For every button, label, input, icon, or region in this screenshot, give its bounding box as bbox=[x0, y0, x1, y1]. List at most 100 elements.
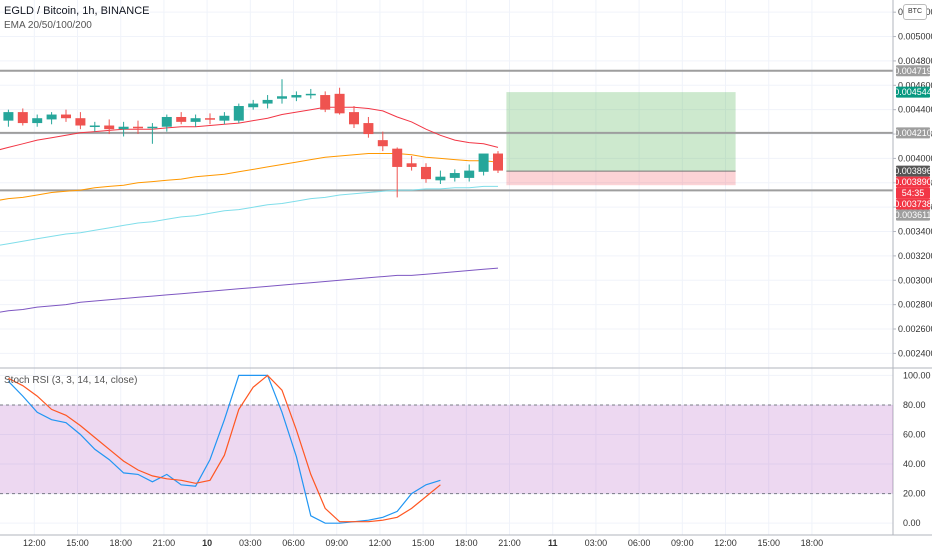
time-tick-label: 12:00 bbox=[369, 538, 392, 548]
ema-line-2[interactable] bbox=[0, 185, 498, 246]
price-tag-label: 0.003890 bbox=[894, 177, 932, 187]
time-tick-label: 15:00 bbox=[66, 538, 89, 548]
candle[interactable] bbox=[435, 176, 446, 181]
price-tag[interactable] bbox=[896, 86, 930, 98]
osc-tick-label: 80.00 bbox=[903, 400, 926, 410]
candle[interactable] bbox=[493, 153, 503, 171]
profit-zone[interactable] bbox=[506, 92, 736, 172]
candle[interactable] bbox=[32, 118, 43, 124]
ema-line-3[interactable] bbox=[0, 267, 499, 313]
candle[interactable] bbox=[104, 125, 115, 130]
candle[interactable] bbox=[161, 116, 172, 127]
stoch-line-0[interactable] bbox=[7, 374, 441, 524]
osc-tick-label: 40.00 bbox=[903, 459, 926, 469]
ema-indicator-label[interactable]: EMA 20/50/100/200 bbox=[4, 20, 92, 31]
price-tag-label: 0.003611 bbox=[895, 210, 932, 220]
candle[interactable] bbox=[61, 114, 71, 119]
price-tag-label: 0.004544 bbox=[894, 87, 932, 97]
time-tick-label: 21:00 bbox=[153, 538, 176, 548]
price-tick-label: 0.004400 bbox=[898, 105, 932, 115]
price-tag-label: 0.004210 bbox=[894, 128, 932, 138]
candle[interactable] bbox=[89, 125, 100, 128]
time-tick-label: 21:00 bbox=[498, 538, 521, 548]
price-tick-label: 0.005000 bbox=[898, 32, 932, 42]
currency-button[interactable]: BTC bbox=[903, 4, 927, 20]
candle[interactable] bbox=[464, 170, 475, 178]
price-tag[interactable] bbox=[896, 187, 930, 199]
candle[interactable] bbox=[320, 95, 331, 110]
price-tag-label: 0.004719 bbox=[894, 66, 932, 76]
candle[interactable] bbox=[205, 118, 215, 120]
osc-tick-label: 100.00 bbox=[903, 370, 931, 380]
price-tick-label: 0.002400 bbox=[898, 348, 932, 358]
price-tag[interactable] bbox=[896, 165, 930, 177]
candle[interactable] bbox=[305, 93, 316, 96]
price-tick-label: 0.003400 bbox=[898, 227, 932, 237]
candle[interactable] bbox=[334, 93, 345, 114]
symbol-title[interactable]: EGLD / Bitcoin, 1h, BINANCE bbox=[4, 5, 150, 17]
stop-loss-zone[interactable] bbox=[506, 171, 736, 186]
time-tick-label: 18:00 bbox=[109, 538, 132, 548]
price-tick-label: 0.004800 bbox=[898, 56, 932, 66]
stoch-rsi-label[interactable]: Stoch RSI (3, 3, 14, 14, close) bbox=[4, 375, 138, 386]
candle[interactable] bbox=[3, 112, 14, 121]
candle[interactable] bbox=[118, 126, 129, 130]
time-tick-label: 03:00 bbox=[239, 538, 262, 548]
time-tick-label: 18:00 bbox=[801, 538, 824, 548]
candle[interactable] bbox=[377, 140, 388, 147]
price-tick-label: 0.003200 bbox=[898, 251, 932, 261]
candle[interactable] bbox=[133, 126, 143, 129]
time-tick-label: 06:00 bbox=[628, 538, 651, 548]
time-tick-label: 12:00 bbox=[23, 538, 46, 548]
price-tick-label: 0.002800 bbox=[898, 300, 932, 310]
candle[interactable] bbox=[291, 95, 302, 98]
candle[interactable] bbox=[17, 112, 28, 124]
price-tag-label: 0.003738 bbox=[894, 199, 932, 209]
ema-line-1[interactable] bbox=[0, 153, 499, 202]
price-tag[interactable] bbox=[896, 209, 930, 221]
time-tick-label: 09:00 bbox=[671, 538, 694, 548]
candle[interactable] bbox=[176, 116, 187, 122]
candle[interactable] bbox=[233, 106, 244, 121]
time-tick-label: 03:00 bbox=[585, 538, 608, 548]
candle[interactable] bbox=[449, 173, 460, 178]
price-tick-label: 0.003000 bbox=[898, 275, 932, 285]
candle[interactable] bbox=[219, 115, 230, 121]
candle[interactable] bbox=[75, 118, 86, 126]
candle[interactable] bbox=[147, 126, 158, 129]
price-tag-label: 0.003896 bbox=[894, 166, 932, 176]
stoch-band bbox=[0, 404, 893, 494]
price-tag[interactable] bbox=[896, 127, 930, 139]
price-tick-label: 0.004600 bbox=[898, 80, 932, 90]
ema-line-0[interactable] bbox=[0, 106, 499, 151]
time-tick-label: 12:00 bbox=[714, 538, 737, 548]
osc-tick-label: 60.00 bbox=[903, 430, 926, 440]
time-tick-label: 15:00 bbox=[412, 538, 435, 548]
osc-tick-label: 0.00 bbox=[903, 518, 921, 528]
stoch-line-1[interactable] bbox=[8, 374, 441, 523]
price-tag[interactable] bbox=[896, 198, 930, 210]
price-tag[interactable] bbox=[896, 176, 930, 188]
candle[interactable] bbox=[392, 148, 403, 167]
candle[interactable] bbox=[46, 114, 57, 120]
time-tick-label: 06:00 bbox=[282, 538, 305, 548]
price-tag-label: 54:35 bbox=[902, 188, 925, 198]
candle[interactable] bbox=[363, 123, 374, 135]
candle[interactable] bbox=[262, 99, 273, 104]
candle[interactable] bbox=[421, 166, 431, 180]
candle[interactable] bbox=[349, 112, 359, 125]
price-tick-label: 0.002600 bbox=[898, 324, 932, 334]
time-tick-label: 10 bbox=[202, 538, 212, 548]
time-tick-label: 09:00 bbox=[325, 538, 348, 548]
price-tag[interactable] bbox=[896, 65, 930, 77]
candle[interactable] bbox=[406, 163, 417, 167]
time-tick-label: 11 bbox=[548, 538, 558, 548]
candle[interactable] bbox=[190, 118, 201, 122]
candle[interactable] bbox=[478, 153, 489, 172]
osc-tick-label: 20.00 bbox=[903, 489, 926, 499]
candle[interactable] bbox=[248, 103, 259, 108]
candle[interactable] bbox=[277, 96, 287, 99]
time-tick-label: 18:00 bbox=[455, 538, 478, 548]
